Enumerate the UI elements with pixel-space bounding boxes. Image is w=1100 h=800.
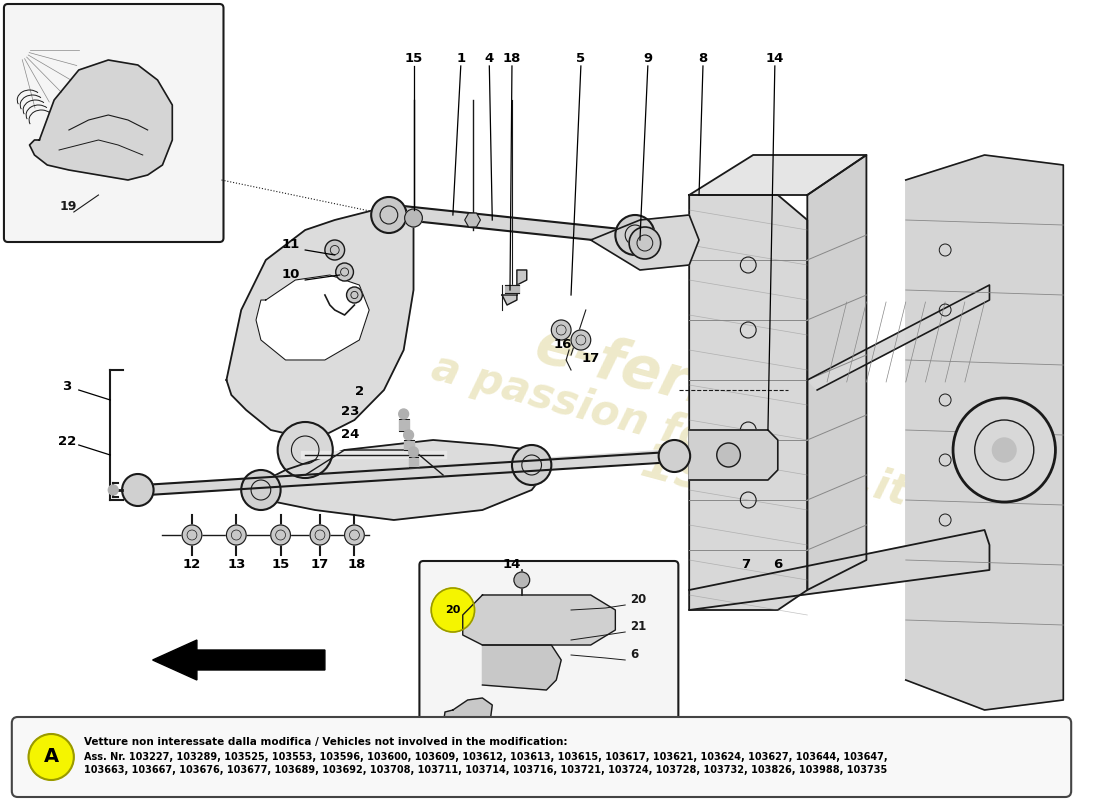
Polygon shape xyxy=(153,640,324,680)
Text: 18: 18 xyxy=(348,558,365,571)
Polygon shape xyxy=(30,60,173,180)
Polygon shape xyxy=(905,155,1064,710)
Polygon shape xyxy=(256,275,370,360)
Text: 1985: 1985 xyxy=(636,439,782,521)
Circle shape xyxy=(404,430,414,440)
Circle shape xyxy=(371,197,407,233)
Circle shape xyxy=(108,485,118,495)
Polygon shape xyxy=(227,210,414,440)
Bar xyxy=(505,285,519,293)
Text: 17: 17 xyxy=(582,352,600,365)
Text: 8: 8 xyxy=(698,51,707,65)
Bar xyxy=(404,440,414,450)
Polygon shape xyxy=(690,155,867,195)
Circle shape xyxy=(183,525,201,545)
Circle shape xyxy=(571,330,591,350)
Text: a passion for parts.it: a passion for parts.it xyxy=(427,346,912,514)
Text: 14: 14 xyxy=(766,51,784,65)
Circle shape xyxy=(717,443,740,467)
FancyBboxPatch shape xyxy=(4,4,223,242)
Text: 4: 4 xyxy=(485,51,494,65)
Circle shape xyxy=(405,209,422,227)
Text: 22: 22 xyxy=(58,435,76,448)
Circle shape xyxy=(346,287,362,303)
Text: 14: 14 xyxy=(503,558,521,571)
Text: 9: 9 xyxy=(644,51,652,65)
Text: 21: 21 xyxy=(630,620,647,633)
Circle shape xyxy=(512,445,551,485)
Circle shape xyxy=(324,240,344,260)
Text: 7: 7 xyxy=(448,740,456,753)
Polygon shape xyxy=(246,440,551,520)
Text: 17: 17 xyxy=(311,558,329,571)
Circle shape xyxy=(514,572,530,588)
Circle shape xyxy=(953,398,1055,502)
Circle shape xyxy=(992,438,1016,462)
Text: 5: 5 xyxy=(576,51,585,65)
FancyBboxPatch shape xyxy=(419,561,679,764)
Polygon shape xyxy=(807,285,990,390)
Text: 15: 15 xyxy=(272,558,289,571)
Text: 20: 20 xyxy=(446,605,461,615)
Polygon shape xyxy=(502,270,527,305)
Circle shape xyxy=(431,588,474,632)
Text: 6: 6 xyxy=(773,558,782,571)
Polygon shape xyxy=(463,595,615,645)
Text: Vetture non interessate dalla modifica / Vehicles not involved in the modificati: Vetture non interessate dalla modifica /… xyxy=(84,737,568,747)
Circle shape xyxy=(551,320,571,340)
Circle shape xyxy=(241,470,280,510)
Polygon shape xyxy=(690,195,807,610)
Circle shape xyxy=(310,525,330,545)
Text: 103663, 103667, 103676, 103677, 103689, 103692, 103708, 103711, 103714, 103716, : 103663, 103667, 103676, 103677, 103689, … xyxy=(84,765,887,775)
Circle shape xyxy=(271,525,290,545)
Polygon shape xyxy=(690,430,778,480)
Polygon shape xyxy=(443,698,493,742)
Text: A: A xyxy=(44,747,58,766)
Circle shape xyxy=(227,525,246,545)
Polygon shape xyxy=(394,205,640,245)
Bar xyxy=(398,419,408,431)
Text: 13: 13 xyxy=(227,558,245,571)
Text: 18: 18 xyxy=(503,51,521,65)
Circle shape xyxy=(122,474,154,506)
Text: 10: 10 xyxy=(282,268,300,281)
Circle shape xyxy=(29,734,74,780)
Text: e-ferrari: e-ferrari xyxy=(529,317,810,443)
FancyBboxPatch shape xyxy=(12,717,1071,797)
Circle shape xyxy=(398,409,408,419)
Text: 24: 24 xyxy=(341,428,360,441)
Text: 16: 16 xyxy=(554,338,572,351)
Bar xyxy=(408,457,418,467)
Circle shape xyxy=(336,263,353,281)
Text: 23: 23 xyxy=(341,405,360,418)
Polygon shape xyxy=(807,155,867,590)
Polygon shape xyxy=(483,645,561,690)
Circle shape xyxy=(408,447,418,457)
Polygon shape xyxy=(591,215,698,270)
Text: 12: 12 xyxy=(183,558,201,571)
Circle shape xyxy=(344,525,364,545)
Text: 19: 19 xyxy=(59,200,76,213)
Text: 6: 6 xyxy=(630,648,638,661)
Text: 3: 3 xyxy=(63,380,72,393)
Text: 7: 7 xyxy=(740,558,750,571)
Text: Ass. Nr. 103227, 103289, 103525, 103553, 103596, 103600, 103609, 103612, 103613,: Ass. Nr. 103227, 103289, 103525, 103553,… xyxy=(84,752,888,762)
Polygon shape xyxy=(464,213,481,227)
Circle shape xyxy=(277,422,333,478)
Polygon shape xyxy=(143,450,674,495)
Circle shape xyxy=(629,227,661,259)
Text: 1: 1 xyxy=(456,51,465,65)
Text: 20: 20 xyxy=(630,593,647,606)
Circle shape xyxy=(659,440,690,472)
Text: 11: 11 xyxy=(282,238,300,251)
Circle shape xyxy=(615,215,654,255)
Polygon shape xyxy=(690,530,990,610)
Text: 15: 15 xyxy=(405,51,422,65)
Text: 2: 2 xyxy=(355,385,364,398)
